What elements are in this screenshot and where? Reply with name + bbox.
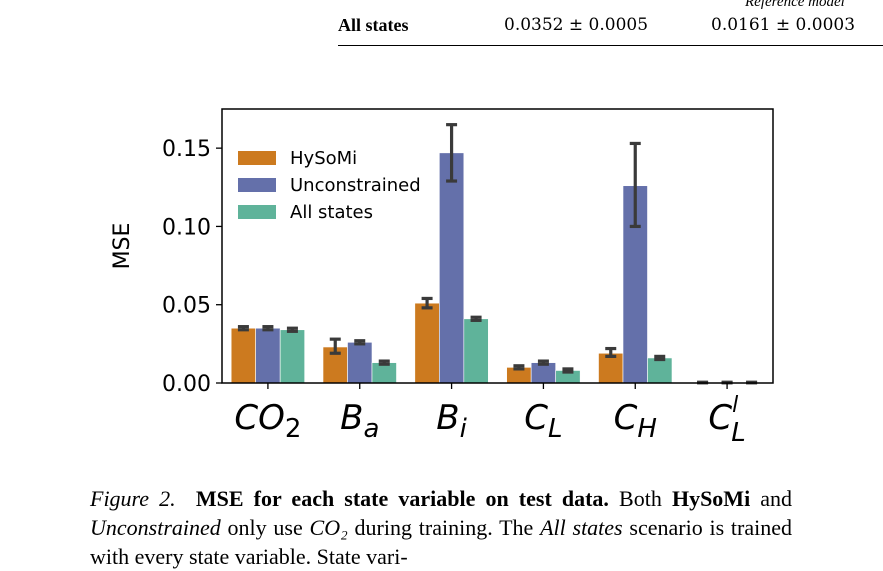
y-axis-label: MSE [110, 223, 135, 270]
y-tick-label: 0.10 [162, 215, 211, 240]
bar-CO2-all-states [280, 330, 305, 383]
bar-Bi-unconstrained [439, 153, 464, 383]
caption-math-co2: CO₂ [310, 515, 348, 540]
figure-label: Figure 2. [90, 486, 176, 511]
errorbar-CH-all-states [654, 356, 665, 359]
legend-item-hysomi: HySoMi [238, 148, 357, 169]
figure-caption: Figure 2. MSE for each state variable on… [90, 484, 792, 571]
errorbar-Ba-all-states [379, 361, 390, 364]
legend: HySoMi Unconstrained All states [238, 148, 421, 223]
y-axis-ticks: 0.00 0.05 0.10 0.15 [162, 137, 222, 397]
y-tick-label: 0.00 [162, 372, 211, 397]
bar-Bi-hysomi [415, 303, 440, 383]
caption-text-3: only use [228, 515, 303, 540]
x-tick-label-Ba: Ba [340, 398, 379, 444]
errorbar-CL-unconstrained [538, 361, 549, 364]
x-tick-label-CH: CH [614, 398, 657, 444]
caption-bold-hysomi: HySoMi [672, 486, 750, 511]
bar-Ba-unconstrained [348, 342, 373, 383]
caption-text-1: Both [619, 486, 662, 511]
legend-item-unconstrained: Unconstrained [238, 175, 421, 196]
table-cell-2: 0.0161 ± 0.0003 [711, 15, 855, 35]
figure-title: MSE for each state variable on test data… [196, 486, 609, 511]
legend-item-all-states: All states [238, 202, 373, 223]
table-rule [338, 45, 883, 46]
caption-text-2: and [760, 486, 792, 511]
table-row-label: All states [338, 15, 409, 36]
errorbar-Bi-all-states [471, 317, 482, 320]
caption-italic-unconstrained: Unconstrained [90, 515, 221, 540]
table-cell-1: 0.0352 ± 0.0005 [504, 15, 648, 35]
x-tick-label-CO2: CO2 [234, 398, 301, 444]
errorbar-CL-all-states [562, 369, 573, 372]
x-tick-label-Bi: Bi [436, 398, 467, 444]
errorbar-Ba-unconstrained [354, 341, 365, 344]
legend-label: All states [290, 202, 373, 223]
bar-CH-all-states [648, 358, 673, 383]
y-tick-label: 0.05 [162, 294, 211, 319]
table-row: All states 0.0352 ± 0.0005 0.0161 ± 0.00… [338, 15, 883, 37]
legend-label: Unconstrained [290, 175, 421, 196]
errorbar-CH-hysomi [605, 349, 616, 357]
errorbar-CO2-hysomi [238, 327, 249, 330]
errorbar-CL-hysomi [513, 366, 524, 369]
legend-swatch [238, 178, 276, 192]
errorbar-CO2-all-states [287, 328, 298, 331]
legend-swatch [238, 205, 276, 219]
bar-CO2-unconstrained [256, 328, 281, 383]
caption-text-4: during training. The [355, 515, 534, 540]
legend-label: HySoMi [290, 148, 357, 169]
legend-swatch [238, 151, 276, 165]
bar-Bi-all-states [464, 319, 489, 383]
bar-CO2-hysomi [231, 328, 256, 383]
errorbar-CO2-unconstrained [262, 327, 273, 330]
table-caption: Reference model [745, 0, 845, 11]
y-tick-label: 0.15 [162, 137, 211, 162]
x-tick-label-CL: CL [524, 398, 562, 444]
caption-italic-all-states: All states [540, 515, 623, 540]
